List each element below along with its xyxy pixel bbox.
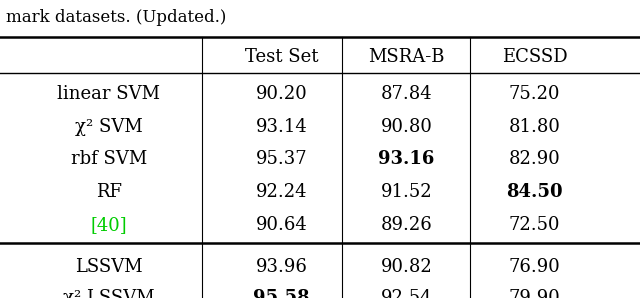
Text: 91.52: 91.52	[381, 183, 432, 201]
Text: MSRA-B: MSRA-B	[368, 48, 445, 66]
Text: 84.50: 84.50	[506, 183, 563, 201]
Text: 95.37: 95.37	[256, 150, 307, 168]
Text: 75.20: 75.20	[509, 85, 560, 103]
Text: RF: RF	[96, 183, 122, 201]
Text: [40]: [40]	[90, 216, 127, 234]
Text: 92.54: 92.54	[381, 289, 432, 298]
Text: 72.50: 72.50	[509, 216, 560, 234]
Text: 95.58: 95.58	[253, 289, 310, 298]
Text: 93.96: 93.96	[255, 258, 308, 276]
Text: mark datasets. (Updated.): mark datasets. (Updated.)	[6, 9, 227, 26]
Text: 90.64: 90.64	[256, 216, 307, 234]
Text: 93.14: 93.14	[256, 118, 307, 136]
Text: LSSVM: LSSVM	[75, 258, 143, 276]
Text: 90.80: 90.80	[380, 118, 433, 136]
Text: 82.90: 82.90	[509, 150, 560, 168]
Text: χ² SVM: χ² SVM	[75, 118, 143, 136]
Text: 93.16: 93.16	[378, 150, 435, 168]
Text: 79.90: 79.90	[509, 289, 560, 298]
Text: 81.80: 81.80	[508, 118, 561, 136]
Text: ECSSD: ECSSD	[502, 48, 567, 66]
Text: χ² LSSVM: χ² LSSVM	[63, 289, 155, 298]
Text: Test Set: Test Set	[245, 48, 318, 66]
Text: 76.90: 76.90	[509, 258, 560, 276]
Text: 87.84: 87.84	[381, 85, 432, 103]
Text: 90.20: 90.20	[256, 85, 307, 103]
Text: 90.82: 90.82	[381, 258, 432, 276]
Text: 89.26: 89.26	[381, 216, 432, 234]
Text: rbf SVM: rbf SVM	[70, 150, 147, 168]
Text: 92.24: 92.24	[256, 183, 307, 201]
Text: linear SVM: linear SVM	[58, 85, 160, 103]
